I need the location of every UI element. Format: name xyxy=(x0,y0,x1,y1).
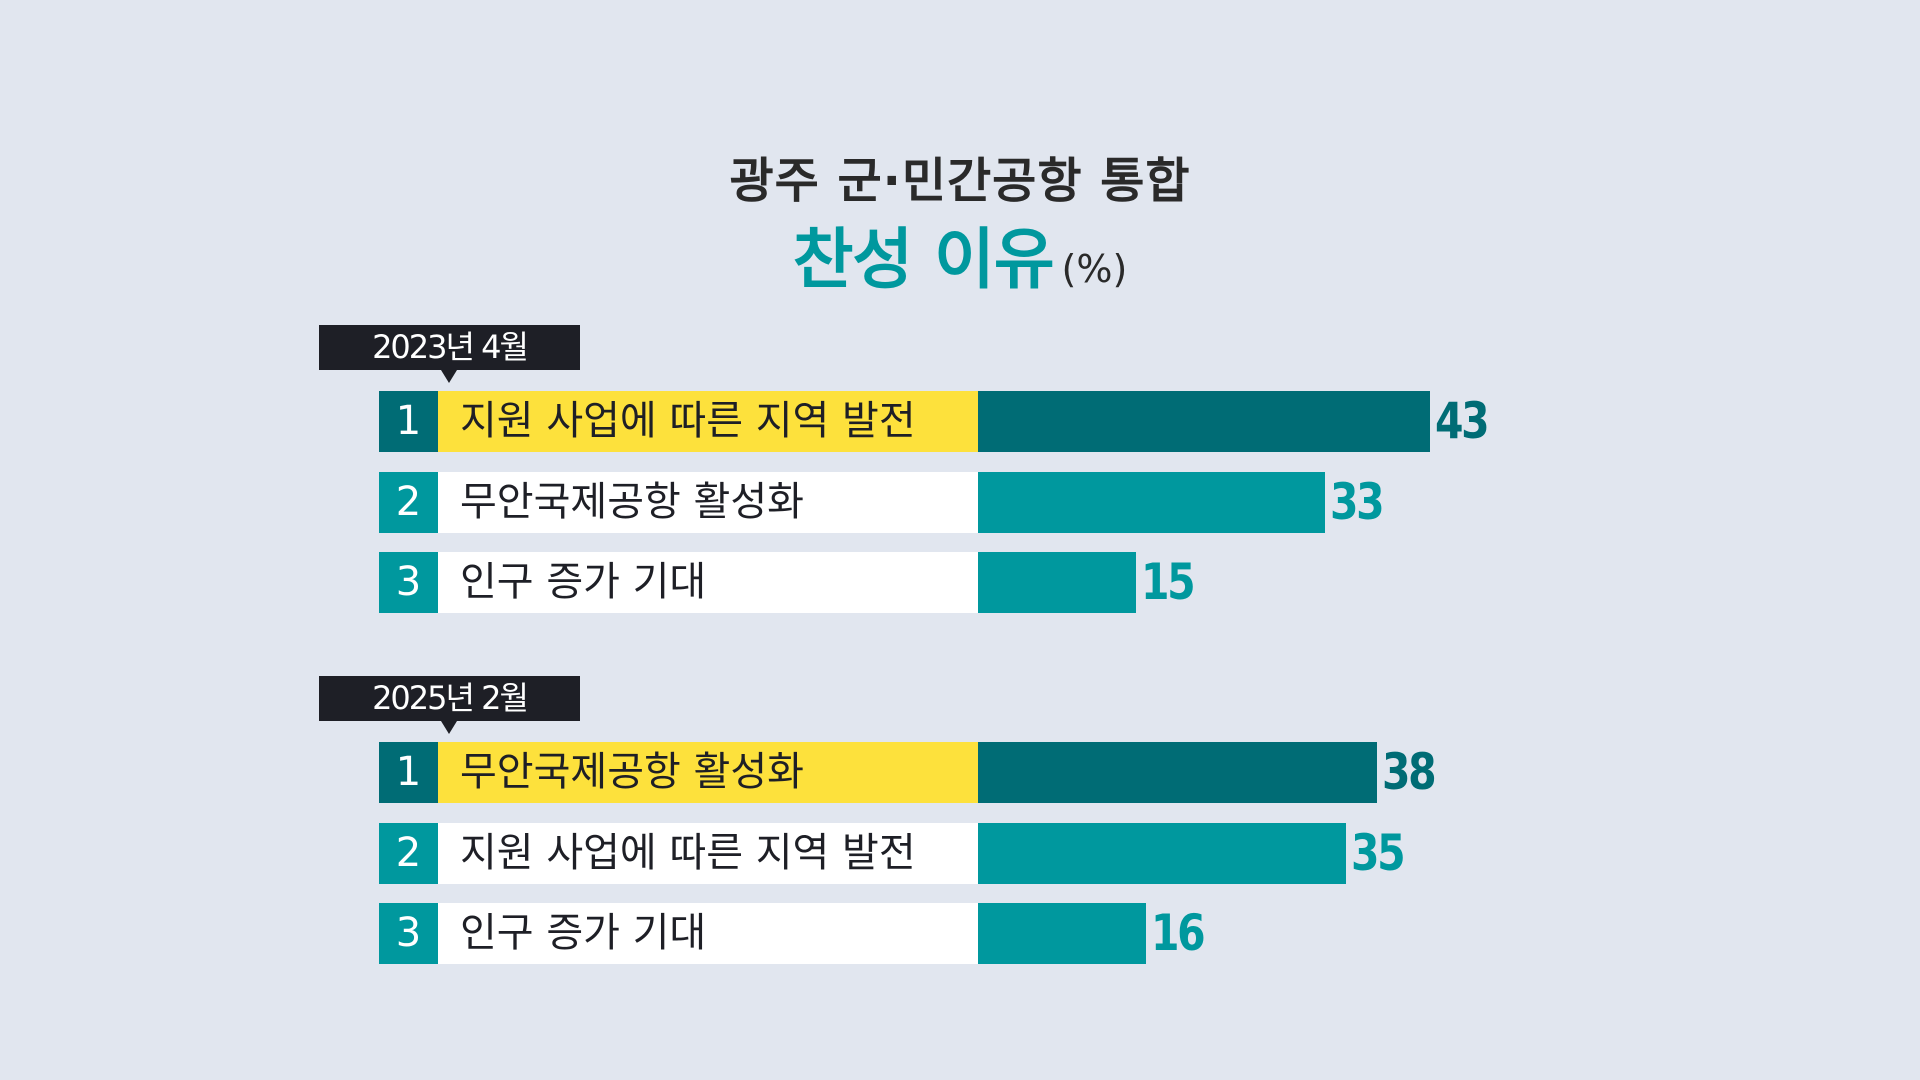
bar xyxy=(978,823,1346,884)
value-label: 15 xyxy=(1140,553,1196,611)
bar-rows: 1 무안국제공항 활성화 38 2 지원 사업에 따른 지역 발전 35 3 인구 증가 기대… xyxy=(0,676,1920,996)
rank-badge: 2 xyxy=(379,472,438,533)
category-label: 무안국제공항 활성화 xyxy=(438,742,978,803)
category-label: 지원 사업에 따른 지역 발전 xyxy=(438,391,978,452)
bar-row: 2 지원 사업에 따른 지역 발전 35 xyxy=(0,823,1920,884)
category-label: 지원 사업에 따른 지역 발전 xyxy=(438,823,978,884)
rank-badge: 1 xyxy=(379,742,438,803)
value-label: 43 xyxy=(1434,392,1490,450)
unit-label: (%) xyxy=(1061,247,1128,291)
bar xyxy=(978,472,1325,533)
period-tag: 2025년 2월 xyxy=(319,676,580,734)
title-block: 광주 군·민간공항 통합 찬성 이유 (%) xyxy=(0,150,1920,317)
bar-row: 1 지원 사업에 따른 지역 발전 43 xyxy=(0,391,1920,452)
bar xyxy=(978,552,1136,613)
bar xyxy=(978,391,1430,452)
rank-badge: 3 xyxy=(379,903,438,964)
chart-subtitle-row: 찬성 이유 (%) xyxy=(0,220,1920,317)
bar-row: 1 무안국제공항 활성화 38 xyxy=(0,742,1920,803)
period-label: 2023년 4월 xyxy=(372,328,529,366)
chart-section-2023: 2023년 4월 1 지원 사업에 따른 지역 발전 43 2 무안국제공항 활성화 33… xyxy=(0,325,1920,645)
chart-subtitle: 찬성 이유 xyxy=(792,221,1055,298)
bar-row: 2 무안국제공항 활성화 33 xyxy=(0,472,1920,533)
rank-badge: 1 xyxy=(379,391,438,452)
value-label: 35 xyxy=(1350,824,1406,882)
rank-badge: 3 xyxy=(379,552,438,613)
bar xyxy=(978,742,1377,803)
value-label: 38 xyxy=(1382,743,1437,801)
category-label: 인구 증가 기대 xyxy=(438,552,978,613)
period-tag: 2023년 4월 xyxy=(319,325,580,383)
rank-badge: 2 xyxy=(379,823,438,884)
category-label: 인구 증가 기대 xyxy=(438,903,978,964)
period-label: 2025년 2월 xyxy=(372,679,529,717)
chart-section-2025: 2025년 2월 1 무안국제공항 활성화 38 2 지원 사업에 따른 지역 발전 35… xyxy=(0,676,1920,996)
bar-row: 3 인구 증가 기대 15 xyxy=(0,552,1920,613)
value-label: 33 xyxy=(1329,473,1385,531)
bar-rows: 1 지원 사업에 따른 지역 발전 43 2 무안국제공항 활성화 33 3 인구 증가 기대… xyxy=(0,325,1920,645)
category-label: 무안국제공항 활성화 xyxy=(438,472,978,533)
tag-pointer-icon xyxy=(441,721,457,734)
value-label: 16 xyxy=(1151,904,1206,962)
tag-pointer-icon xyxy=(441,370,457,383)
bar-row: 3 인구 증가 기대 16 xyxy=(0,903,1920,964)
chart-title: 광주 군·민간공항 통합 xyxy=(729,153,1191,209)
bar xyxy=(978,903,1146,964)
